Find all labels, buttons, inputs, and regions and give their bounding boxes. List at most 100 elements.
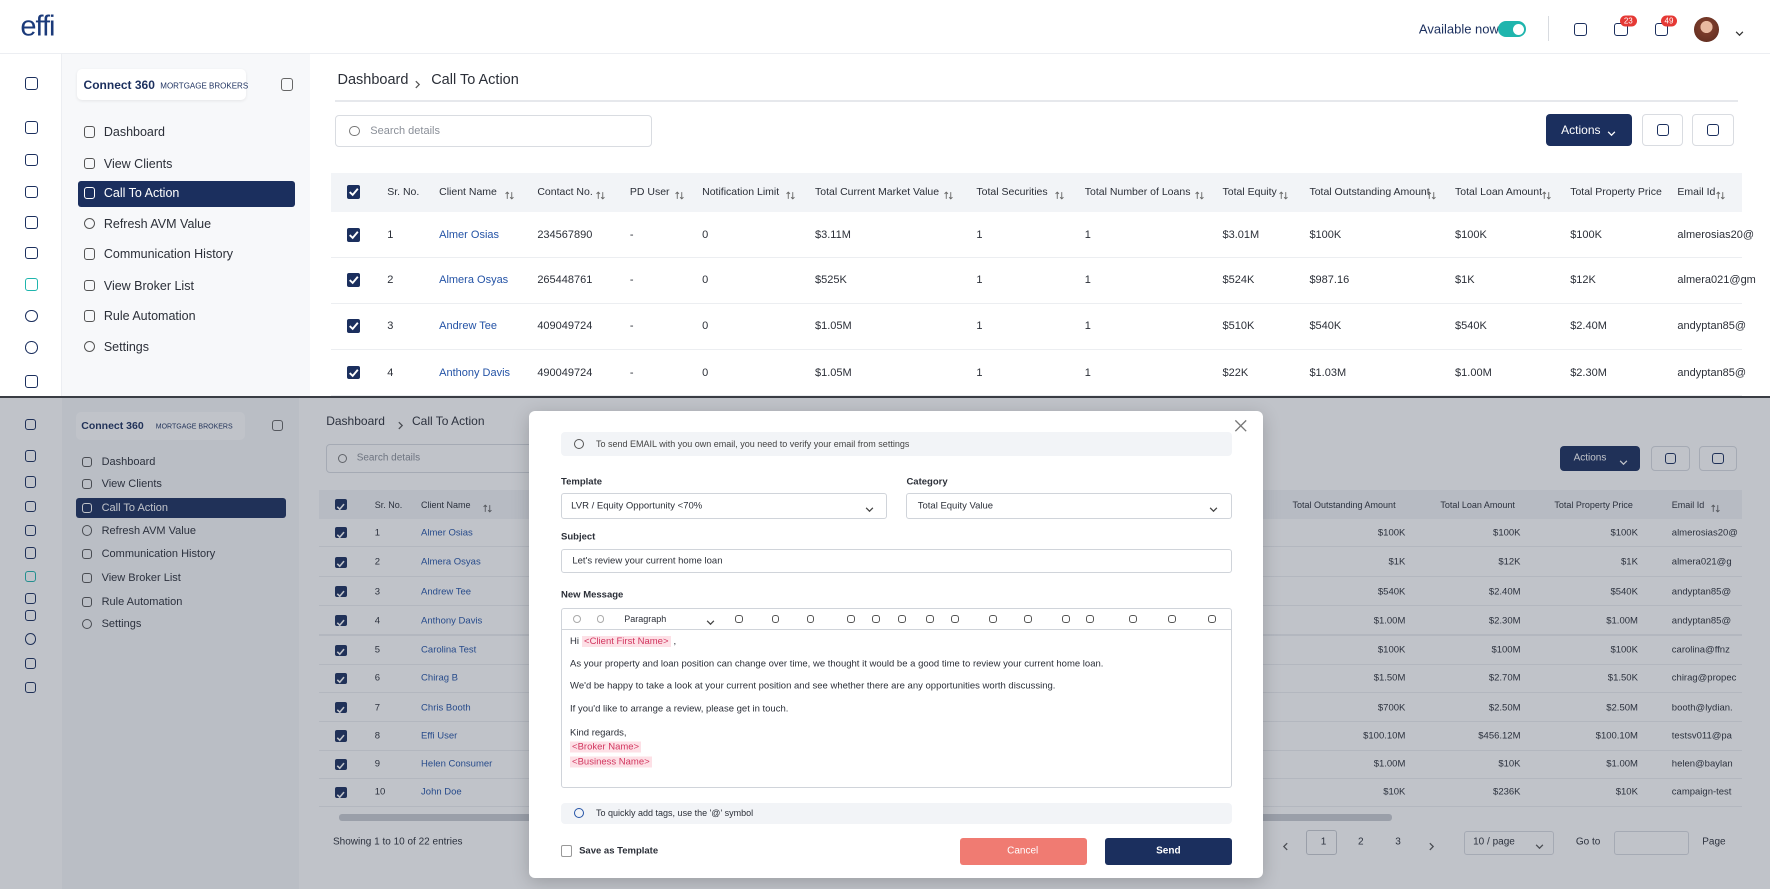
menu-item[interactable]: Dashboard bbox=[103, 125, 165, 140]
subject-input[interactable] bbox=[561, 548, 1232, 574]
column-header[interactable]: Total Loan Amount bbox=[1455, 185, 1543, 198]
goto-input bbox=[1614, 830, 1689, 855]
send-button[interactable] bbox=[1105, 837, 1232, 865]
menu-item[interactable]: Refresh AVM Value bbox=[101, 524, 196, 537]
column-header[interactable]: Total Securities bbox=[976, 185, 1048, 198]
toolbar-button[interactable] bbox=[1692, 114, 1734, 146]
menu-item[interactable]: View Broker List bbox=[103, 278, 194, 293]
client-link[interactable]: Anthony Davis bbox=[439, 366, 511, 379]
cell: $2.30M bbox=[1488, 615, 1521, 627]
breadcrumb[interactable]: Dashboard bbox=[337, 72, 409, 89]
menu-item[interactable]: Dashboard bbox=[101, 455, 156, 468]
column-header: Total Loan Amount bbox=[1440, 499, 1515, 510]
client-link[interactable]: Andrew Tee bbox=[439, 320, 497, 333]
menu-item[interactable]: Communication History bbox=[103, 246, 234, 261]
icon bbox=[897, 614, 906, 623]
checkbox[interactable] bbox=[335, 527, 347, 539]
cell: $1K bbox=[1621, 556, 1638, 568]
menu-item[interactable]: Rule Automation bbox=[103, 309, 196, 324]
cancel-button[interactable] bbox=[959, 837, 1088, 865]
column-header[interactable]: Notification Limit bbox=[702, 185, 780, 198]
save-template-label: Save as Template bbox=[579, 845, 659, 857]
menu-item[interactable]: View Clients bbox=[101, 478, 162, 491]
column-header[interactable]: Total Number of Loans bbox=[1084, 185, 1191, 198]
checkbox[interactable] bbox=[335, 730, 347, 742]
menu-item[interactable]: Call To Action bbox=[103, 186, 180, 201]
icon bbox=[25, 309, 38, 323]
brand-card bbox=[75, 412, 245, 441]
checkbox[interactable] bbox=[335, 556, 347, 568]
row-divider bbox=[330, 257, 1742, 259]
column-header[interactable]: Client Name bbox=[439, 185, 497, 198]
menu-item[interactable]: Communication History bbox=[101, 548, 216, 561]
icon bbox=[25, 121, 38, 134]
cell: booth@lydian. bbox=[1671, 702, 1733, 714]
icon[interactable] bbox=[1573, 22, 1588, 37]
page-number[interactable]: 1 bbox=[1320, 836, 1327, 848]
divider bbox=[1547, 15, 1549, 41]
checkbox[interactable] bbox=[346, 319, 361, 333]
cell: 8 bbox=[374, 730, 381, 742]
column-header[interactable]: PD User bbox=[629, 185, 670, 198]
column-header[interactable]: Total Current Market Value bbox=[815, 185, 940, 198]
checkbox[interactable] bbox=[335, 498, 347, 511]
icon bbox=[24, 524, 37, 537]
info-text: To send EMAIL with you own email, you ne… bbox=[596, 438, 910, 449]
column-header[interactable]: Total Equity bbox=[1222, 185, 1277, 198]
menu-item[interactable]: View Broker List bbox=[101, 571, 181, 584]
search-box[interactable] bbox=[335, 115, 653, 147]
checkbox[interactable] bbox=[335, 702, 347, 714]
table-header bbox=[330, 172, 1742, 213]
availability-toggle[interactable] bbox=[1497, 21, 1527, 38]
column-header: Total Outstanding Amount bbox=[1292, 499, 1396, 510]
client-link[interactable]: Almer Osias bbox=[439, 228, 500, 241]
checkbox[interactable] bbox=[335, 644, 347, 656]
menu-item[interactable]: Rule Automation bbox=[101, 595, 183, 608]
checkbox[interactable] bbox=[346, 273, 361, 287]
sort-icon bbox=[785, 187, 795, 200]
cell: $2.50M bbox=[1606, 702, 1638, 714]
client-link[interactable]: Almera Osyas bbox=[439, 273, 509, 286]
category-select[interactable] bbox=[906, 493, 1232, 520]
checkbox[interactable] bbox=[335, 672, 347, 685]
cell: $100M bbox=[1491, 644, 1521, 656]
icon bbox=[1129, 614, 1138, 623]
page-number[interactable]: 3 bbox=[1395, 836, 1401, 848]
menu-item[interactable]: Refresh AVM Value bbox=[103, 216, 212, 231]
checkbox[interactable] bbox=[346, 228, 361, 242]
column-header[interactable]: Email Id bbox=[1677, 185, 1716, 198]
search-placeholder: Search details bbox=[356, 452, 421, 464]
icon bbox=[25, 185, 38, 199]
checkbox[interactable] bbox=[335, 758, 347, 770]
template-value: LVR / Equity Opportunity <70% bbox=[571, 500, 703, 512]
checkbox[interactable] bbox=[346, 185, 361, 199]
checkbox[interactable] bbox=[335, 786, 347, 799]
message-line: Hi <Client First Name>, bbox=[570, 635, 676, 647]
message-text: Kind regards, bbox=[570, 727, 627, 739]
menu-item[interactable]: Settings bbox=[101, 618, 142, 631]
template-select[interactable] bbox=[561, 493, 888, 520]
menu-item[interactable]: Settings bbox=[103, 339, 150, 354]
save-checkbox[interactable] bbox=[561, 845, 573, 857]
page-number[interactable]: 2 bbox=[1357, 836, 1364, 848]
checkbox[interactable] bbox=[346, 365, 361, 380]
column-header[interactable]: Total Property Price bbox=[1570, 185, 1662, 198]
checkbox[interactable] bbox=[335, 615, 347, 627]
column-header[interactable]: Total Outstanding Amount bbox=[1309, 185, 1430, 198]
close-button[interactable] bbox=[1234, 419, 1248, 433]
menu-item[interactable]: View Clients bbox=[103, 156, 173, 171]
menu-item[interactable]: Call To Action bbox=[101, 501, 169, 514]
actions-button[interactable] bbox=[1546, 114, 1633, 146]
checkbox[interactable] bbox=[335, 585, 347, 598]
column-header[interactable]: Sr. No. bbox=[387, 185, 420, 198]
icon bbox=[24, 658, 37, 670]
cell: almerosias20@ bbox=[1671, 527, 1738, 539]
toolbar-button bbox=[1698, 445, 1738, 471]
icon bbox=[25, 216, 38, 229]
cell: 1 bbox=[1084, 320, 1091, 333]
message-text: As your property and loan position can c… bbox=[570, 658, 1104, 670]
avatar[interactable] bbox=[1694, 16, 1720, 42]
toolbar-button[interactable] bbox=[1642, 114, 1684, 146]
message-text: Hi bbox=[570, 635, 580, 647]
column-header[interactable]: Contact No. bbox=[537, 185, 593, 198]
